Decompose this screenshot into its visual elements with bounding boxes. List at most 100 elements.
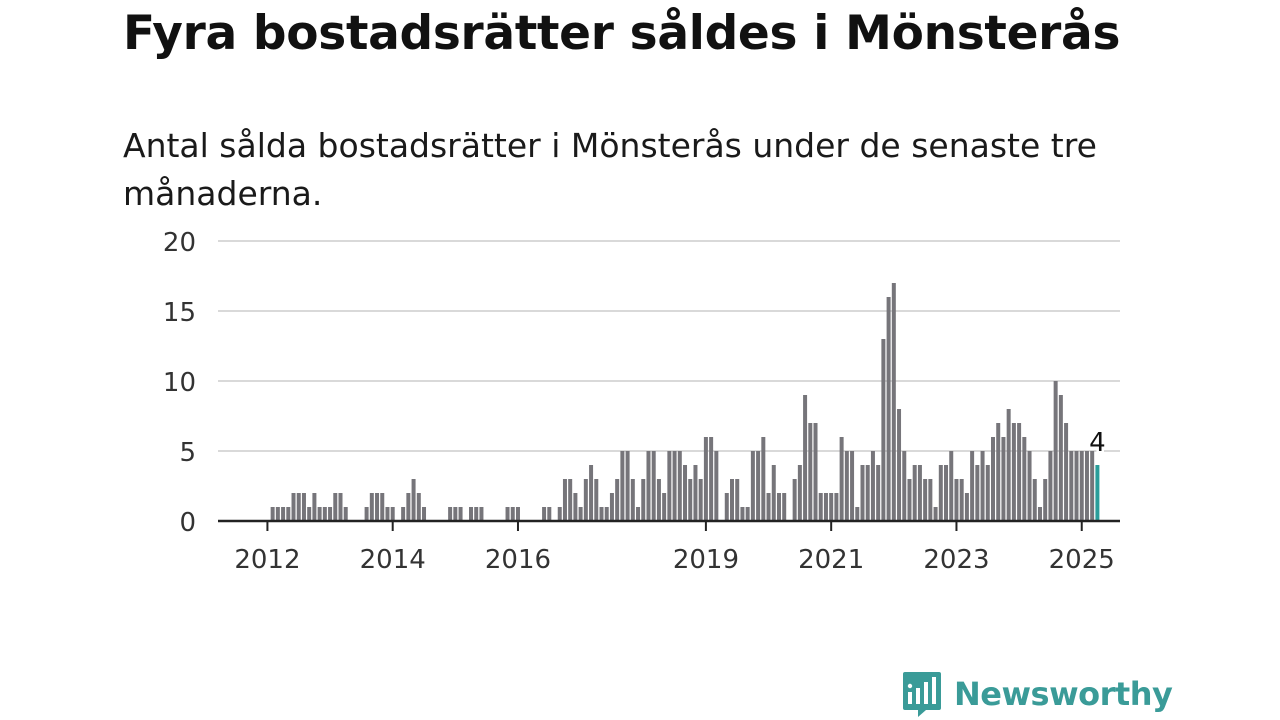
bar (604, 507, 609, 521)
bar (672, 451, 677, 521)
bar-highlight (1095, 465, 1100, 521)
bar (975, 465, 980, 521)
bar (594, 479, 599, 521)
bar (792, 479, 797, 521)
bar (667, 451, 672, 521)
bar (1022, 437, 1027, 521)
bar (469, 507, 473, 521)
bar (745, 507, 750, 521)
bar (1027, 451, 1032, 521)
bar (964, 493, 969, 521)
bar (813, 423, 818, 521)
bar (1001, 437, 1006, 521)
bar (803, 395, 808, 521)
bar (714, 451, 719, 521)
bar (917, 465, 922, 521)
bar (1048, 451, 1053, 521)
bar (730, 479, 734, 521)
bar (620, 451, 625, 521)
y-tick-label: 10 (163, 368, 196, 398)
bar (855, 507, 860, 521)
bar (881, 339, 886, 521)
bar (876, 465, 881, 521)
bar (401, 507, 406, 521)
bar (771, 465, 776, 521)
bar (406, 493, 411, 521)
bar (636, 507, 641, 521)
bar (312, 493, 317, 521)
bar (416, 493, 421, 521)
bar (1017, 423, 1022, 521)
bar (390, 507, 395, 521)
bar (797, 465, 802, 521)
x-tick-label: 2014 (360, 545, 426, 575)
bar (933, 507, 938, 521)
bar (834, 493, 839, 521)
bar (557, 507, 562, 521)
bar (1006, 409, 1011, 521)
bar (474, 507, 479, 521)
bar (364, 507, 369, 521)
bar (662, 493, 667, 521)
bar (296, 493, 301, 521)
bar (568, 479, 573, 521)
bar (850, 451, 855, 521)
bar (683, 465, 688, 521)
y-tick-label: 5 (179, 438, 196, 468)
bar (823, 493, 828, 521)
bar (1058, 395, 1063, 521)
bar (923, 479, 928, 521)
bar (338, 493, 343, 521)
bar (448, 507, 453, 521)
bar (505, 507, 510, 521)
axes-group (218, 519, 1120, 531)
bar (865, 465, 870, 521)
bar (547, 507, 552, 521)
bar (1011, 423, 1016, 521)
bar (322, 507, 327, 521)
bar (375, 493, 380, 521)
bar (870, 451, 875, 521)
grid-lines (218, 240, 1120, 452)
bar (891, 283, 896, 521)
bar (646, 451, 651, 521)
bar (1032, 479, 1037, 521)
bar (1064, 423, 1069, 521)
bar (912, 465, 917, 521)
bar (281, 507, 286, 521)
bar (599, 507, 604, 521)
bar (630, 479, 635, 521)
x-tick-label: 2023 (923, 545, 989, 575)
bar (1090, 451, 1095, 521)
bar (886, 297, 891, 521)
bar (735, 479, 740, 521)
bar (656, 479, 661, 521)
bar (677, 451, 682, 521)
bar (1069, 451, 1074, 521)
bar (333, 493, 338, 521)
bar (609, 493, 614, 521)
bar (651, 451, 656, 521)
brand-name: Newsworthy (954, 675, 1173, 713)
bar (844, 451, 849, 521)
bar (724, 493, 729, 521)
bar (949, 451, 954, 521)
bar (625, 451, 630, 521)
bar (782, 493, 787, 521)
bar (766, 493, 771, 521)
bar (422, 507, 427, 521)
bar (985, 465, 990, 521)
x-tick-label: 2012 (234, 545, 300, 575)
chart-subtitle: Antal sålda bostadsrätter i Mönsterås un… (123, 126, 1097, 213)
bar (380, 493, 385, 521)
bar (286, 507, 291, 521)
bar (578, 507, 583, 521)
bar (776, 493, 781, 521)
bar (291, 493, 296, 521)
bar (510, 507, 515, 521)
newsworthy-logo-icon (903, 672, 941, 717)
x-tick-label: 2025 (1049, 545, 1115, 575)
bar (301, 493, 306, 521)
bar (1043, 479, 1048, 521)
bar (980, 451, 985, 521)
